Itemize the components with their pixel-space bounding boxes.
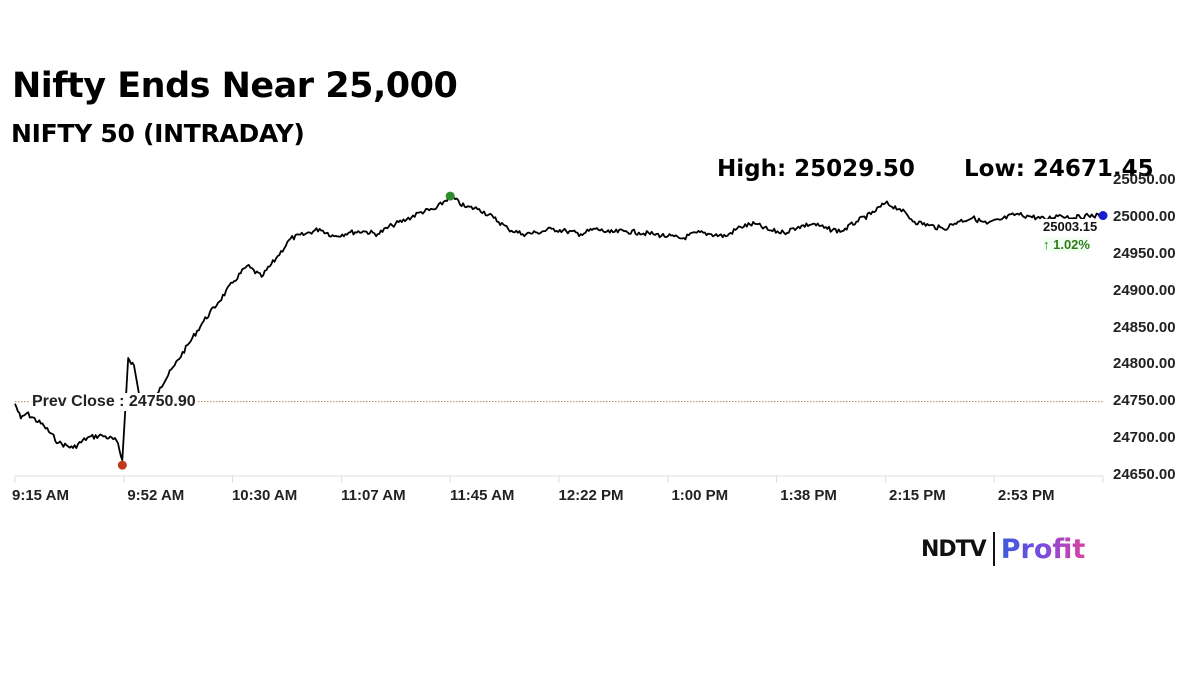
logo-brand: NDTV	[921, 536, 987, 562]
x-tick-label: 12:22 PM	[558, 487, 624, 504]
y-tick-label: 24700.00	[1113, 429, 1176, 447]
low-marker	[117, 460, 127, 470]
y-tick-label: 24850.00	[1113, 318, 1176, 336]
ndtv-profit-logo: NDTV Profit	[921, 532, 1085, 566]
x-tick-label: 9:52 AM	[127, 487, 185, 504]
x-tick-label: 2:53 PM	[997, 487, 1055, 504]
chart-subtitle: NIFTY 50 (INTRADAY)	[11, 119, 305, 148]
logo-separator	[992, 532, 995, 566]
logo-product: Profit	[1000, 533, 1086, 565]
chart-headline: Nifty Ends Near 25,000	[12, 66, 458, 106]
y-tick-label: 25050.00	[1113, 171, 1176, 188]
x-tick-label: 2:15 PM	[889, 487, 946, 504]
x-tick-label: 11:07 AM	[341, 487, 406, 504]
high-marker	[445, 191, 455, 201]
day-high-label: High: 25029.50	[717, 156, 915, 182]
last-price-marker	[1098, 211, 1108, 221]
y-tick-label: 25000.00	[1113, 207, 1176, 225]
day-low-label: Low: 24671.45	[964, 156, 1154, 182]
last-price-label: 25003.15	[1043, 219, 1098, 234]
y-tick-label: 24950.00	[1113, 244, 1176, 262]
y-tick-label: 24650.00	[1113, 466, 1176, 483]
x-tick-label: 11:45 AM	[449, 487, 515, 504]
prev-close-label: Prev Close : 24750.90	[30, 393, 198, 411]
x-tick-label: 1:00 PM	[671, 487, 729, 504]
price-line	[14, 194, 1104, 462]
change-percent-label: ↑ 1.02%	[1043, 237, 1090, 252]
y-tick-label: 24750.00	[1113, 392, 1176, 410]
x-tick-label: 1:38 PM	[780, 487, 837, 504]
y-tick-label: 24900.00	[1113, 281, 1176, 299]
x-tick-label: 9:15 AM	[12, 487, 69, 504]
x-axis-ticks	[14, 476, 1104, 483]
y-tick-label: 24800.00	[1113, 355, 1176, 373]
x-tick-label: 10:30 AM	[231, 487, 298, 504]
